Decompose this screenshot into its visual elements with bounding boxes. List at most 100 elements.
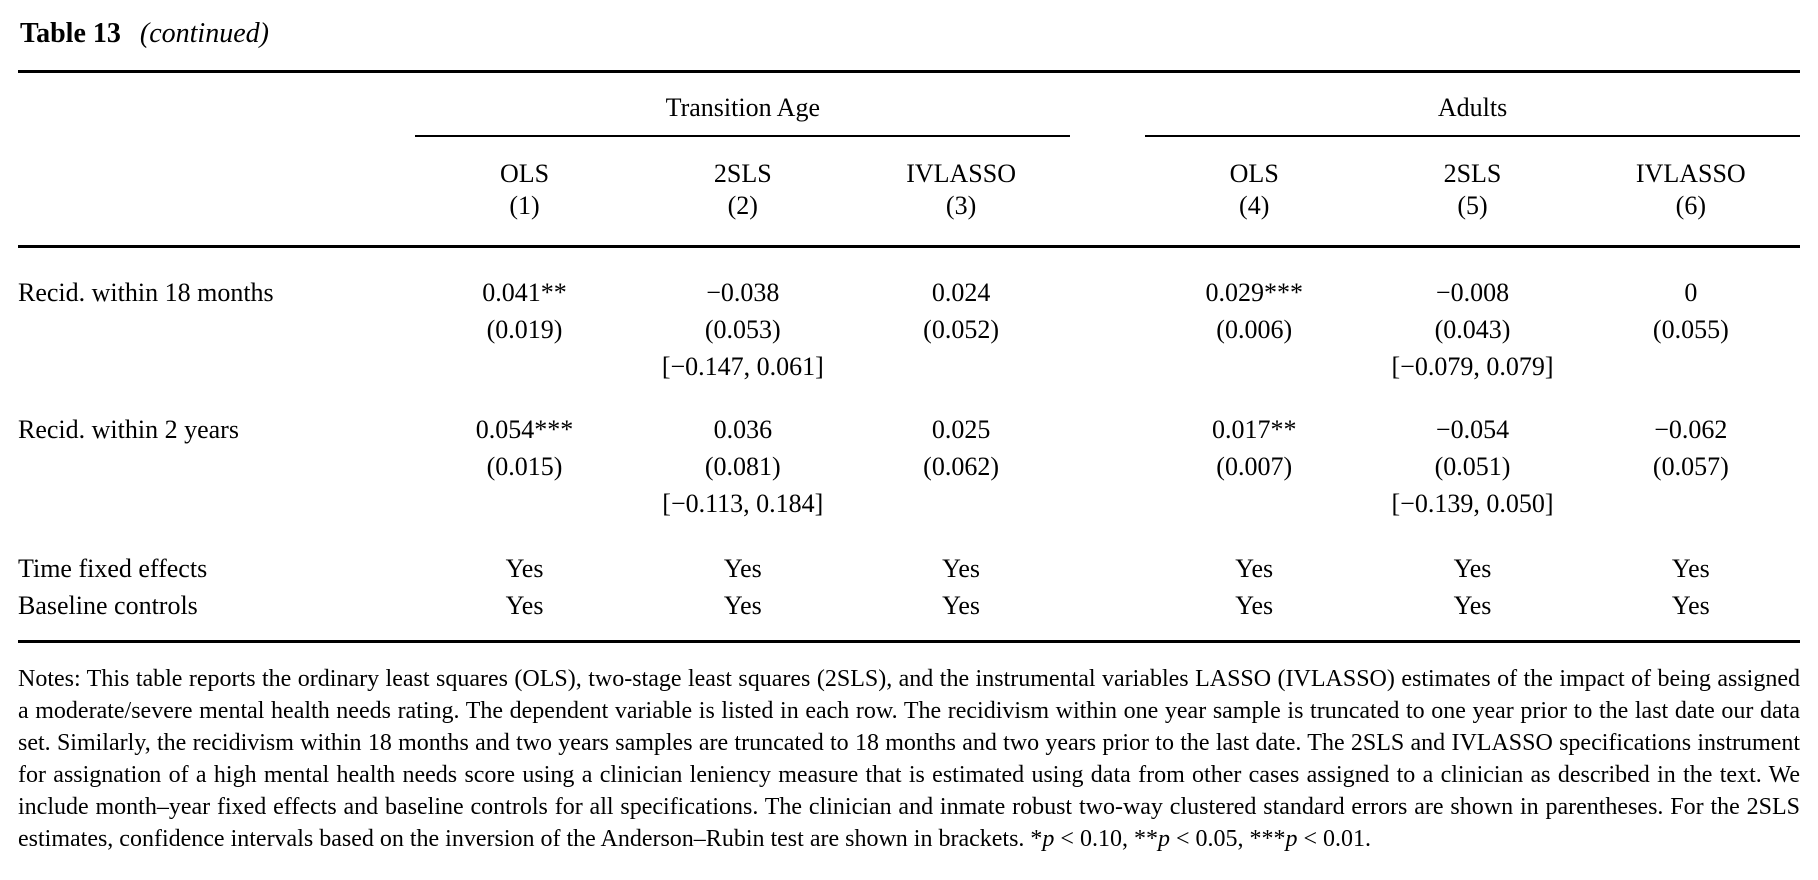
spec-value: Yes [1671,591,1710,620]
estimate-value: 0.025 [931,415,991,444]
estimate-value: −0.038 [706,278,780,307]
column-number: (2) [633,189,852,248]
column-number: (3) [851,189,1071,248]
header-label-spacer [18,189,416,248]
sig-stars-2: ** [1133,826,1158,852]
column-method: OLS [499,159,550,188]
column-number: (6) [1581,189,1800,248]
result-cell: −0.062 (0.057) [1582,385,1800,522]
standard-error: (0.043) [1434,315,1511,344]
estimate-value: −0.008 [1435,278,1510,307]
confidence-interval [852,348,1070,385]
result-cell: 0.017** (0.007) [1145,385,1363,522]
estimate-value: 0.041** [482,278,567,307]
estimate-value: −0.054 [1435,415,1510,444]
estimate-value: 0 [1684,278,1698,307]
spec-value: Yes [1671,554,1710,583]
result-cell: 0.041** (0.019) [415,247,633,386]
spec-value: Yes [1453,591,1492,620]
standard-error: (0.006) [1216,315,1293,344]
column-method: IVLASSO [1635,159,1746,188]
result-cell: −0.008 (0.043) [−0.079, 0.079] [1363,247,1581,386]
column-number: (4) [1145,189,1364,248]
table-body: Recid. within 18 months 0.041** (0.019) … [18,247,1800,642]
standard-error: (0.019) [486,315,563,344]
result-cell: −0.038 (0.053) [−0.147, 0.061] [634,247,852,386]
spec-value: Yes [942,554,981,583]
sig-p-3: p [1285,826,1298,852]
confidence-interval [415,485,633,522]
spec-value: Yes [723,554,762,583]
result-cell: 0.025 (0.062) [852,385,1070,522]
group-gap [1070,522,1145,587]
group-gap [1070,136,1145,189]
sig-stars-3: *** [1249,826,1286,852]
row-label: Recid. within 18 months [18,278,274,307]
standard-error: (0.057) [1652,452,1729,481]
result-cell: 0.036 (0.081) [−0.113, 0.184] [634,385,852,522]
standard-error: (0.052) [923,315,999,344]
table-row-time-fixed-effects: Time fixed effects Yes Yes Yes Yes Yes Y… [18,522,1800,587]
sig-threshold-1: < 0.10, [1054,826,1134,852]
table-row-baseline-controls: Baseline controls Yes Yes Yes Yes Yes Ye… [18,587,1800,642]
result-cell: 0 (0.055) [1582,247,1800,386]
group-gap [1070,72,1145,137]
standard-error: (0.081) [704,452,781,481]
standard-error: (0.062) [923,452,999,481]
standard-error: (0.015) [486,452,563,481]
method-header-row: OLS 2SLS IVLASSO OLS 2SLS IVLASSO [18,136,1800,189]
column-method: 2SLS [713,159,772,188]
group-gap [1070,247,1145,386]
confidence-interval [1145,348,1363,385]
table-number: Table 13 [20,18,121,49]
column-method: OLS [1229,159,1279,188]
estimate-value: −0.062 [1654,415,1728,444]
estimate-value: 0.024 [931,278,991,307]
column-number: (1) [415,189,634,248]
standard-error: (0.053) [704,315,781,344]
sig-stars-1: * [1030,826,1043,852]
spec-value: Yes [1235,554,1274,583]
table-row-recid-18-months: Recid. within 18 months 0.041** (0.019) … [18,247,1800,386]
group-header-adults: Adults [1145,71,1800,137]
estimate-value: 0.054*** [475,415,574,444]
standard-error: (0.055) [1652,315,1729,344]
confidence-interval [1582,348,1800,385]
paper-page: Table 13 (continued) Transition Age Adul… [18,10,1800,855]
spec-value: Yes [1235,591,1274,620]
row-label: Baseline controls [18,591,198,620]
spec-value: Yes [505,554,544,583]
group-header-row: Transition Age Adults [18,71,1800,137]
row-label: Recid. within 2 years [18,415,239,444]
spec-value: Yes [942,591,981,620]
table-notes: Notes: This table reports the ordinary l… [18,663,1800,855]
estimate-value: 0.036 [713,415,773,444]
table-header: Transition Age Adults OLS 2SLS IVLASSO O… [18,71,1800,248]
sig-p-2: p [1157,826,1170,852]
table-title: Table 13 (continued) [18,10,1800,70]
column-number: (5) [1363,189,1582,248]
estimate-value: 0.029*** [1205,278,1303,307]
number-header-row: (1) (2) (3) (4) (5) (6) [18,189,1800,248]
table-row-recid-2-years: Recid. within 2 years 0.054*** (0.015) 0… [18,385,1800,522]
confidence-interval: [−0.079, 0.079] [1391,352,1554,381]
group-header-transition-age: Transition Age [415,71,1071,137]
estimate-value: 0.017** [1211,415,1297,444]
result-cell: 0.054*** (0.015) [415,385,633,522]
group-gap [1070,385,1145,522]
sig-p-1: p [1042,826,1055,852]
confidence-interval: [−0.113, 0.184] [662,489,824,518]
standard-error: (0.007) [1216,452,1293,481]
row-label: Time fixed effects [18,554,208,583]
confidence-interval [415,348,633,385]
spec-value: Yes [505,591,544,620]
table-continued-label: (continued) [139,18,269,49]
result-cell: −0.054 (0.051) [−0.139, 0.050] [1363,385,1581,522]
confidence-interval [852,485,1070,522]
confidence-interval [1145,485,1363,522]
spec-value: Yes [723,591,762,620]
confidence-interval: [−0.147, 0.061] [661,352,824,381]
results-table: Transition Age Adults OLS 2SLS IVLASSO O… [18,70,1800,643]
spec-value: Yes [1453,554,1492,583]
result-cell: 0.029*** (0.006) [1145,247,1363,386]
